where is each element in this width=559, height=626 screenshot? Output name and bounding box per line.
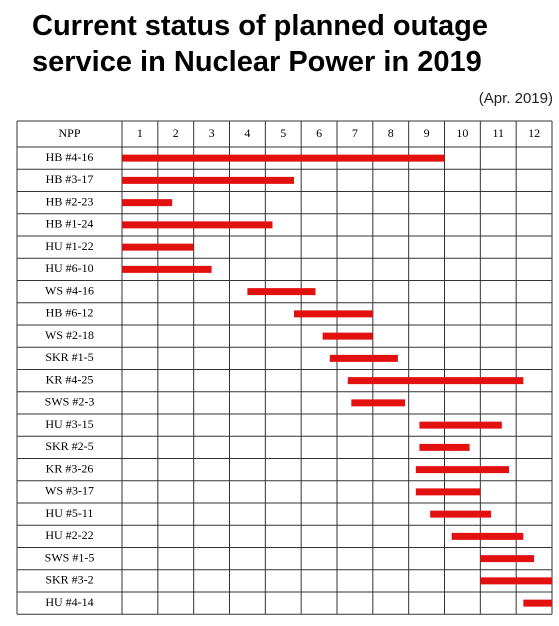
row-label: HU #4-14 — [45, 595, 93, 609]
chart-subtitle: (Apr. 2019) — [478, 90, 553, 107]
row-label: HU #2-22 — [45, 528, 93, 542]
month-label: 4 — [244, 126, 250, 140]
row-label: HB #4-16 — [46, 150, 94, 164]
outage-bar — [415, 488, 481, 496]
month-label: 5 — [280, 126, 286, 140]
row-label: SWS #1-5 — [45, 550, 95, 564]
outage-bar — [451, 532, 524, 540]
row-label: HU #5-11 — [46, 506, 94, 520]
month-label: 9 — [424, 126, 430, 140]
row-label: KR #3-26 — [46, 461, 94, 475]
row-label: WS #4-16 — [45, 283, 94, 297]
month-label: 10 — [456, 126, 468, 140]
month-label: 3 — [209, 126, 215, 140]
month-label: 6 — [316, 126, 322, 140]
month-label: 2 — [173, 126, 179, 140]
row-label: HB #3-17 — [46, 172, 94, 186]
outage-bar — [247, 288, 316, 296]
outage-bar — [347, 377, 524, 385]
outage-bar — [322, 332, 373, 340]
row-label: SKR #1-5 — [45, 350, 93, 364]
outage-bar — [523, 599, 552, 607]
row-label: SKR #3-2 — [45, 573, 93, 587]
row-header: NPP — [58, 126, 80, 140]
month-label: 11 — [492, 126, 504, 140]
month-label: 1 — [137, 126, 143, 140]
outage-bar — [419, 443, 470, 451]
outage-bar — [122, 154, 445, 162]
outage-bar — [122, 176, 294, 184]
outage-bar — [480, 555, 535, 563]
outage-bar — [415, 466, 509, 474]
outage-bar — [419, 421, 502, 429]
outage-bar — [122, 221, 273, 229]
row-label: HU #6-10 — [45, 261, 93, 275]
row-label: HB #2-23 — [46, 194, 94, 208]
row-label: SKR #2-5 — [45, 439, 93, 453]
outage-bar — [122, 199, 173, 207]
outage-bar — [294, 310, 373, 318]
outage-bar — [430, 510, 492, 518]
row-label: KR #4-25 — [46, 372, 94, 386]
row-label: WS #3-17 — [45, 484, 94, 498]
outage-bar — [329, 354, 398, 362]
outage-bar — [480, 577, 552, 585]
month-label: 7 — [352, 126, 358, 140]
outage-bar — [122, 243, 194, 251]
row-label: HU #1-22 — [45, 239, 93, 253]
chart-title: Current status of planned outage service… — [32, 10, 488, 78]
month-label: 12 — [528, 126, 540, 140]
row-label: HB #6-12 — [46, 306, 94, 320]
row-label: SWS #2-3 — [45, 395, 95, 409]
outage-bar — [351, 399, 406, 407]
row-label: HB #1-24 — [46, 217, 94, 231]
row-label: WS #2-18 — [45, 328, 94, 342]
outage-bar — [122, 265, 212, 273]
row-label: HU #3-15 — [45, 417, 93, 431]
month-label: 8 — [388, 126, 394, 140]
